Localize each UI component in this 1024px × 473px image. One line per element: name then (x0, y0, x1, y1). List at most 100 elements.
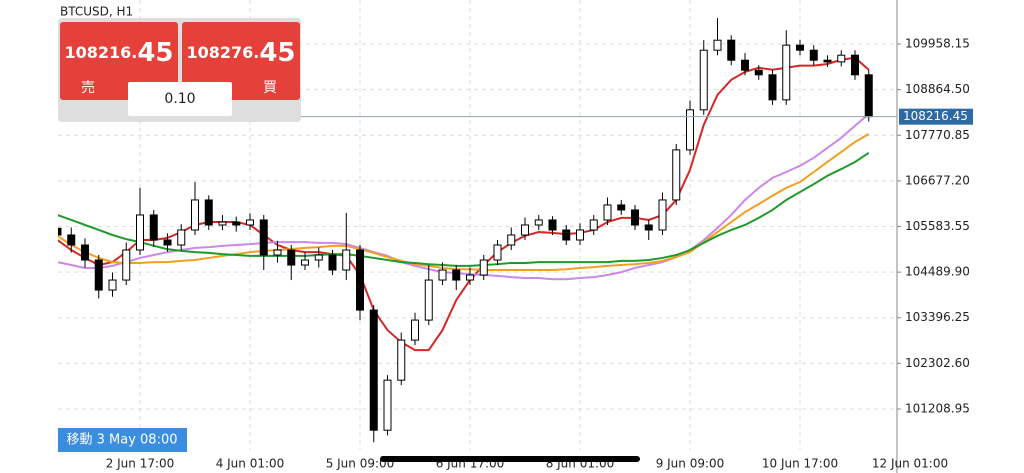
candle-body (507, 234, 516, 246)
candle-body (163, 239, 172, 246)
x-tick-label: 5 Jun 09:00 (326, 457, 395, 471)
sell-button[interactable] (60, 22, 178, 100)
y-tick-label: 108864.50 (905, 82, 970, 96)
candle-body (177, 229, 186, 246)
y-tick-label: 109958.15 (905, 37, 970, 51)
candle-body (658, 199, 667, 231)
candle-body (864, 74, 873, 118)
candle-body (631, 209, 639, 226)
candle-body (452, 269, 461, 281)
candle-body (479, 259, 488, 276)
sell-label: 売 (81, 80, 95, 96)
y-tick-label: 106677.20 (905, 173, 970, 187)
x-tick-label: 4 Jun 01:00 (216, 457, 285, 471)
y-tick-label: 102302.60 (905, 356, 970, 370)
price-label-bg (899, 108, 973, 125)
buy-price: 108276.45 (186, 38, 295, 68)
candle-body (727, 39, 736, 61)
candle-body (686, 109, 694, 151)
candle-body (672, 149, 681, 201)
x-tick-label: 10 Jun 17:00 (762, 457, 838, 471)
candle-body (823, 59, 832, 63)
scroll-indicator (380, 456, 640, 462)
candle-body (796, 44, 804, 51)
candle-body (191, 199, 199, 231)
candle-body (411, 319, 419, 341)
candle-body (548, 219, 557, 231)
candle-body (149, 214, 158, 241)
candle-body (782, 44, 791, 101)
candle-body (301, 259, 309, 266)
candle-body (397, 339, 406, 381)
candle-body (328, 254, 337, 271)
candle-body (314, 254, 323, 261)
y-tick-label: 103396.25 (905, 310, 970, 324)
chart-title: BTCUSD, H1 (60, 5, 133, 19)
buy-price-pips: 45 (259, 38, 295, 68)
candle-body (589, 219, 598, 231)
x-tick-label: 2 Jun 17:00 (106, 457, 175, 471)
candle-body (424, 279, 433, 321)
candle-body (617, 204, 626, 211)
candle-body (94, 259, 103, 291)
y-tick-label: 105583.55 (905, 219, 970, 233)
y-tick-label: 107770.85 (905, 128, 970, 142)
candle-body (466, 274, 474, 281)
candle-body (754, 69, 763, 76)
y-tick-label: 104489.90 (905, 265, 970, 279)
scroll-label: 移動 3 May 08:00 (66, 433, 177, 448)
candle-body (383, 379, 392, 431)
buy-price-main: 108276. (186, 43, 259, 62)
candle-body (493, 244, 502, 261)
candle-body (342, 249, 351, 271)
candle-body (562, 229, 571, 241)
candle-body (768, 74, 777, 101)
candle-body (741, 59, 749, 71)
moving-average (58, 151, 870, 267)
candle-body (837, 54, 846, 63)
candle-body (246, 219, 254, 226)
sell-price-pips: 45 (137, 38, 173, 68)
plot-area (58, 18, 873, 443)
candle-body (644, 224, 653, 231)
candle-body (136, 214, 144, 251)
scroll-button[interactable] (58, 428, 187, 452)
volume-box[interactable] (128, 82, 232, 116)
candle-body (232, 221, 241, 226)
candle-body (58, 227, 62, 236)
candle-body (81, 244, 89, 261)
candle-body (809, 49, 818, 61)
candle-body (713, 39, 722, 51)
sell-price-main: 108216. (64, 43, 137, 62)
y-tick-label: 101208.95 (905, 401, 970, 415)
candle-body (603, 204, 612, 221)
candle-body (204, 199, 213, 226)
candle-body (576, 229, 584, 241)
candle-body (218, 221, 227, 226)
trade-panel: 108216.45 108276.45 売 買 0.10 (58, 18, 301, 122)
moving-average (58, 113, 870, 281)
axes: 109958.15 108864.50 107770.85 106677.20 1055… (58, 37, 973, 471)
candle-body (122, 249, 131, 281)
candle-body (534, 219, 543, 226)
candle-body (851, 54, 859, 76)
candle-body (67, 234, 76, 246)
sell-price: 108216.45 (64, 38, 173, 68)
candle-body (521, 224, 529, 236)
candle-body (369, 309, 378, 431)
x-tick-label: 9 Jun 09:00 (656, 457, 725, 471)
candle-body (259, 219, 268, 256)
candle-body (287, 249, 296, 266)
candle-body (438, 269, 447, 281)
moving-average (58, 133, 870, 272)
candle-body (699, 49, 708, 111)
buy-label: 買 (263, 80, 277, 96)
volume: 0.10 (164, 91, 195, 107)
candle-body (273, 249, 282, 256)
candle-body (108, 279, 117, 291)
candle-body (356, 249, 364, 311)
buy-button[interactable] (182, 22, 300, 100)
price-label: 108216.45 (903, 109, 968, 123)
x-tick-label: 12 Jun 01:00 (872, 457, 948, 471)
